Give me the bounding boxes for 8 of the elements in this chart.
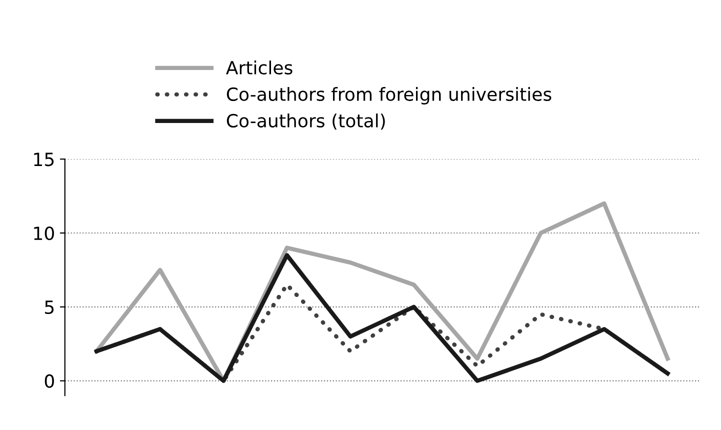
y-tick-label: 10 (34, 226, 54, 240)
y-tick-label: 5 (45, 300, 54, 314)
y-tick-label: 15 (34, 152, 54, 166)
y-tick-label: 0 (44, 374, 54, 388)
legend-label: Co-authors from foreign universities (226, 87, 552, 105)
legend-label: Articles (226, 60, 292, 75)
legend-label: Co-authors (total) (226, 114, 385, 130)
line-series (94, 253, 670, 383)
